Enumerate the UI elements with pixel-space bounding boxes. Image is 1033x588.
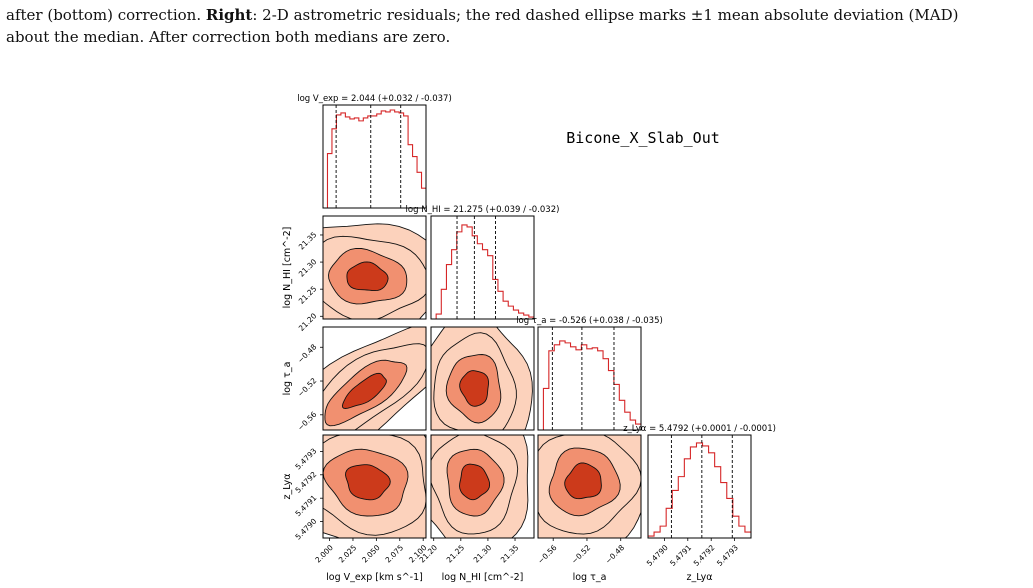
- density-panel-logNHI-logtau: [431, 327, 533, 430]
- panel-frame: [430, 434, 535, 539]
- x-tick-label-logNHI: 21.35: [499, 543, 521, 565]
- caption-text-2: : 2-D astrometric residuals; the red das…: [252, 6, 959, 24]
- y-tick-label-logNHI: 21.30: [297, 257, 319, 279]
- density-panel-logtau-z: [538, 435, 641, 538]
- panel-frame: [322, 104, 427, 209]
- hist-panel-z: z_Lyα = 5.4792 (+0.0001 / -0.0001): [623, 424, 776, 539]
- x-tick-label-z: 5.4792: [692, 543, 717, 568]
- y-axis-label-logNHI: log N_HI [cm^-2]: [282, 227, 293, 309]
- x-tick-label-logtau: −0.48: [603, 543, 626, 566]
- panel-frame: [322, 326, 427, 431]
- contour-2sigma: [341, 372, 387, 409]
- x-tick-label-z: 5.4790: [645, 543, 670, 568]
- contour-2sigma: [564, 462, 602, 500]
- param-title-logNHI: log N_HI = 21.275 (+0.039 / -0.032): [406, 205, 560, 215]
- x-tick-label-logV: 2.075: [384, 543, 406, 565]
- param-title-logtau: log τ_a = -0.526 (+0.038 / -0.035): [516, 316, 663, 326]
- y-tick-label-z: 5.4790: [293, 517, 318, 542]
- param-title-logV: log V_exp = 2.044 (+0.032 / -0.037): [297, 94, 452, 104]
- hist-panel-logV: log V_exp = 2.044 (+0.032 / -0.037): [297, 94, 452, 209]
- panel-frame: [430, 215, 535, 320]
- caption-text-1: after (bottom) correction.: [6, 6, 206, 24]
- hist-panel-logNHI: log N_HI = 21.275 (+0.039 / -0.032): [406, 205, 560, 320]
- x-axis-label-z: z_Lyα: [686, 572, 712, 583]
- y-tick-label-logtau: −0.48: [296, 342, 319, 365]
- x-axis-label-logNHI: log N_HI [cm^-2]: [442, 572, 524, 583]
- density-panel-logV-logtau: [323, 327, 426, 430]
- y-tick-label-logtau: −0.56: [296, 410, 319, 433]
- y-tick-label-logNHI: 21.25: [297, 284, 319, 306]
- contour-2sigma: [345, 464, 391, 501]
- caption-line-2: about the median. After correction both …: [6, 28, 451, 46]
- histogram-logtau: [538, 340, 641, 430]
- figure-caption: after (bottom) correction. Right: 2-D as…: [6, 4, 1028, 48]
- x-tick-label-logNHI: 21.30: [472, 543, 494, 565]
- param-title-z: z_Lyα = 5.4792 (+0.0001 / -0.0001): [623, 424, 776, 434]
- x-tick-label-z: 5.4791: [668, 543, 693, 568]
- density-panel-logV-z: [323, 435, 426, 538]
- panel-frame: [430, 326, 535, 431]
- x-tick-label-logtau: −0.56: [536, 543, 559, 566]
- panel-frame: [322, 434, 427, 539]
- contour-2sigma: [459, 463, 491, 501]
- y-tick-label-z: 5.4791: [293, 493, 318, 518]
- y-tick-label-logNHI: 21.20: [297, 311, 319, 333]
- y-axis-label-logtau: log τ_a: [282, 362, 293, 396]
- y-tick-label-z: 5.4792: [293, 470, 318, 495]
- chart-title: Bicone_X_Slab_Out: [566, 129, 720, 147]
- x-axis-label-logV: log V_exp [km s^-1]: [326, 572, 423, 583]
- panel-frame: [322, 215, 427, 320]
- histogram-z: [648, 442, 751, 537]
- x-axis-label-logtau: log τ_a: [573, 572, 607, 583]
- x-tick-label-logV: 2.000: [313, 543, 335, 565]
- y-tick-label-z: 5.4793: [293, 446, 318, 471]
- x-tick-label-z: 5.4793: [715, 543, 740, 568]
- density-panel-logNHI-z: [431, 435, 529, 538]
- y-axis-label-z: z_Lyα: [282, 473, 293, 499]
- y-tick-label-logtau: −0.52: [296, 376, 319, 399]
- panel-frame: [537, 434, 642, 539]
- histogram-logV: [323, 109, 426, 208]
- x-tick-label-logNHI: 21.25: [445, 543, 467, 565]
- x-tick-label-logV: 2.025: [337, 543, 359, 565]
- panel-frame: [647, 434, 752, 539]
- contour-2sigma: [459, 370, 489, 407]
- contour-2sigma: [346, 261, 389, 292]
- density-panel-logV-logNHI: [323, 223, 426, 319]
- panel-frame: [537, 326, 642, 431]
- caption-bold-right: Right: [205, 6, 253, 24]
- y-tick-label-logNHI: 21.35: [297, 230, 319, 252]
- x-tick-label-logtau: −0.52: [570, 543, 593, 566]
- hist-panel-logtau: log τ_a = -0.526 (+0.038 / -0.035): [516, 316, 663, 431]
- histogram-logNHI: [431, 224, 534, 319]
- x-tick-label-logV: 2.050: [360, 543, 382, 565]
